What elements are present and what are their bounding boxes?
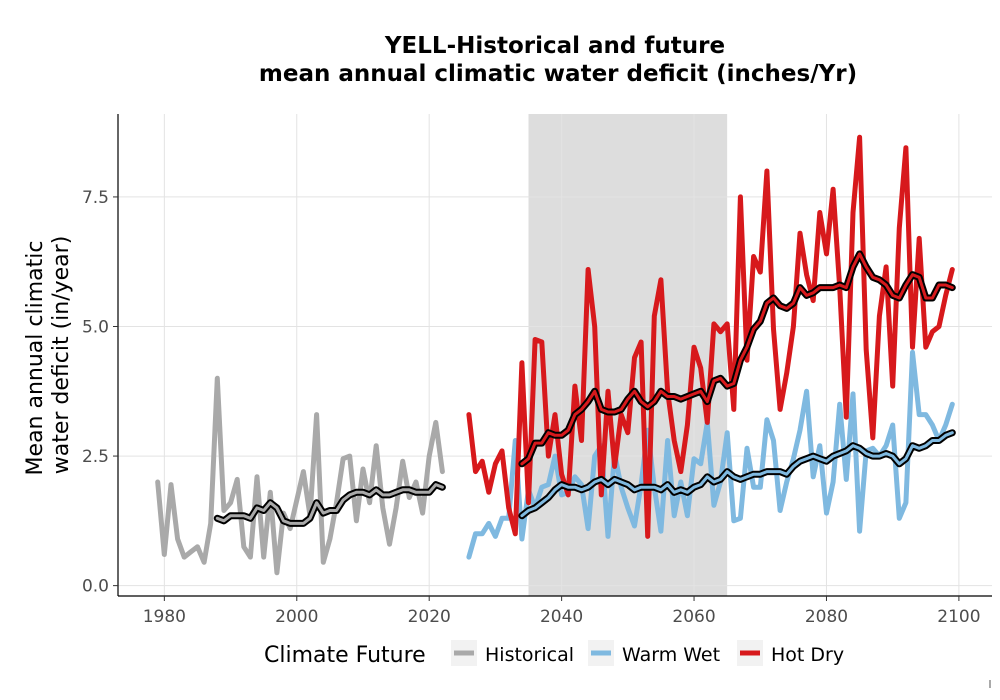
tick-labels-layer: 1980 2000 2020 2040 2060 2080 2100 0.0 2.5 5.0 7.5 — [82, 188, 981, 627]
chart-title-line2: mean annual climatic water deficit (inch… — [259, 61, 857, 87]
legend-label: Warm Wet — [622, 644, 720, 666]
legend-title: Climate Future — [264, 643, 426, 668]
mean-line-hot-dry — [520, 252, 954, 466]
x-tick-label: 2100 — [937, 607, 980, 627]
y-tick-label: 7.5 — [82, 188, 109, 208]
x-tick-label: 2080 — [805, 607, 848, 627]
axes-layer — [113, 114, 992, 601]
legend-label: Hot Dry — [771, 644, 844, 666]
y-tick-label: 0.0 — [82, 577, 109, 597]
y-tick-label: 5.0 — [82, 317, 109, 337]
x-tick-label: 2000 — [275, 607, 318, 627]
legend-label: Historical — [485, 644, 574, 666]
chart-title-line1: YELL-Historical and future — [384, 33, 725, 59]
grid-layer — [118, 114, 992, 596]
mean-line-warm-wet — [520, 431, 954, 518]
legend: Climate Future Historical Warm Wet Hot Dry — [264, 640, 844, 668]
y-tick-label: 2.5 — [82, 447, 109, 467]
x-tick-label: 2020 — [408, 607, 451, 627]
series-line-warm-wet — [466, 349, 955, 560]
x-tick-label: 1980 — [143, 607, 186, 627]
mean-line-historical — [215, 483, 444, 525]
series-line-hot-dry — [466, 134, 955, 539]
x-tick-label: 2040 — [540, 607, 583, 627]
x-tick-label: 2060 — [672, 607, 715, 627]
y-axis-label-line1: Mean annual climatic — [23, 241, 48, 476]
series-line-historical — [155, 375, 445, 576]
series-layer — [155, 134, 956, 576]
y-axis-label-line2: water deficit (in/year) — [49, 236, 74, 475]
y-axis-label: Mean annual climatic water deficit (in/y… — [23, 236, 74, 476]
